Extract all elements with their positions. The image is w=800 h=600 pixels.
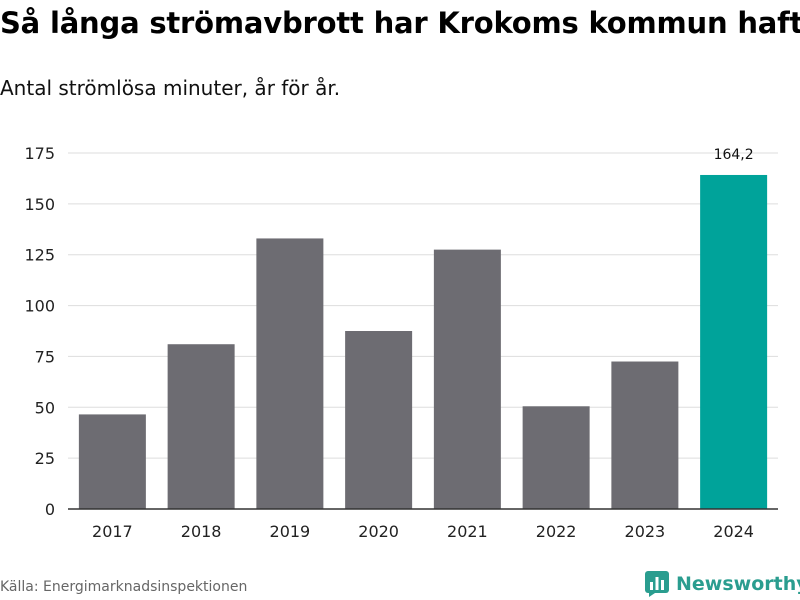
y-axis-ticks: 0 25 50 75 100 125 150 175: [24, 144, 55, 519]
x-tick-label: 2022: [536, 522, 577, 541]
chart-subtitle: Antal strömlösa minuter, år för år.: [0, 76, 341, 100]
bar-2019: [256, 238, 324, 509]
bar-2023: [611, 361, 679, 509]
bars: [78, 174, 768, 510]
y-tick-label: 100: [24, 297, 55, 316]
bar-2018: [167, 344, 235, 509]
bar-2024: [700, 174, 768, 510]
x-tick-label: 2020: [358, 522, 399, 541]
bar-2017: [78, 414, 146, 509]
x-tick-label: 2023: [625, 522, 666, 541]
x-axis-ticks: 2017 2018 2019 2020 2021 2022 2023 2024: [92, 522, 754, 541]
y-tick-label: 125: [24, 246, 55, 265]
y-tick-label: 150: [24, 195, 55, 214]
x-tick-label: 2019: [270, 522, 311, 541]
newsworthy-logo: Newsworthy: [645, 571, 800, 597]
data-labels: 164,2: [714, 147, 754, 163]
y-tick-label: 50: [35, 398, 55, 417]
chart-title: Så långa strömavbrott har Krokoms kommun…: [0, 6, 800, 40]
x-tick-label: 2017: [92, 522, 133, 541]
x-tick-label: 2024: [713, 522, 754, 541]
x-tick-label: 2021: [447, 522, 488, 541]
newsworthy-logo-text: Newsworthy: [676, 573, 800, 595]
bar-2021: [433, 249, 501, 509]
bar-2020: [345, 331, 413, 509]
y-tick-label: 25: [35, 449, 55, 468]
y-tick-label: 175: [24, 144, 55, 163]
source-note: Källa: Energimarknadsinspektionen: [0, 579, 248, 595]
y-tick-label: 0: [45, 500, 55, 519]
x-tick-label: 2018: [181, 522, 222, 541]
y-tick-label: 75: [35, 347, 55, 366]
data-label-2024: 164,2: [714, 147, 754, 163]
newsworthy-logo-icon: [645, 571, 669, 597]
bar-2022: [522, 406, 590, 509]
